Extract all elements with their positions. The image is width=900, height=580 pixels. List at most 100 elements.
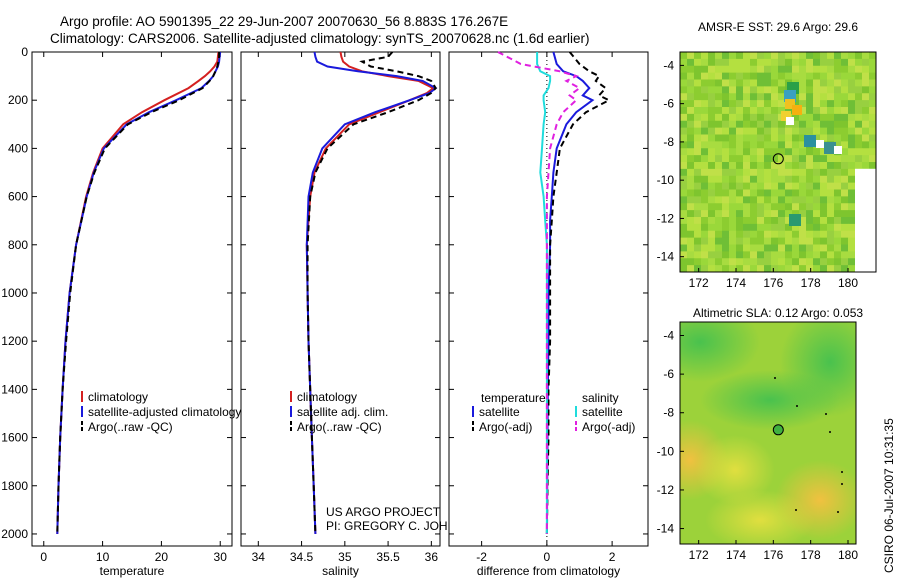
- sst-cell: [715, 93, 723, 101]
- sst-cell: [813, 230, 821, 239]
- sst-cell: [701, 175, 709, 184]
- sst-cell: [827, 65, 835, 74]
- sst-cell: [701, 182, 709, 190]
- sst-cell: [813, 65, 821, 74]
- sst-cell: [848, 127, 856, 135]
- sst-cell: [694, 182, 702, 190]
- sst-cell: [757, 107, 765, 115]
- sst-cell: [841, 251, 849, 259]
- sst-cell: [701, 93, 709, 101]
- sst-cell: [708, 113, 716, 122]
- sst-cell: [834, 265, 842, 272]
- x-tick-label: 0: [544, 550, 551, 564]
- sst-cell: [806, 168, 814, 177]
- sst-cell: [806, 79, 814, 87]
- sst-cell: [750, 182, 758, 190]
- sst-cell: [687, 127, 695, 135]
- sst-cell: [715, 223, 723, 232]
- legend-label: satellite: [582, 405, 623, 419]
- sst-cell: [799, 210, 807, 218]
- sst-cell: [736, 113, 744, 122]
- legend-label: satellite: [479, 405, 520, 419]
- sst-cell: [806, 120, 814, 129]
- sst-cell: [736, 127, 744, 135]
- sst-cell-missing: [855, 251, 876, 259]
- sst-cell: [820, 182, 828, 190]
- sst-cell: [778, 72, 786, 80]
- sst-cell: [729, 196, 737, 204]
- sst-cell-cool: [789, 214, 801, 226]
- legend-label: climatology: [297, 390, 357, 404]
- sst-cell: [841, 162, 849, 170]
- sst-cell: [694, 196, 702, 204]
- sst-cell: [764, 210, 772, 218]
- sst-cell: [750, 162, 758, 170]
- sst-cell: [792, 141, 800, 149]
- sst-cell: [750, 175, 758, 184]
- sst-cell: [785, 217, 793, 225]
- sst-cell: [771, 175, 779, 184]
- sst-cell: [764, 230, 772, 239]
- sst-cell: [778, 148, 786, 156]
- sst-cell: [708, 100, 716, 108]
- sst-cell: [813, 134, 821, 142]
- sst-cell: [680, 251, 688, 259]
- sst-cell: [827, 168, 835, 177]
- sst-cell: [764, 148, 772, 156]
- x-tick-label: 10: [96, 550, 110, 564]
- sst-cell: [820, 265, 828, 272]
- sst-cell: [764, 86, 772, 94]
- sst-cell: [855, 162, 863, 170]
- sst-cell: [736, 182, 744, 190]
- sst-cell: [834, 162, 842, 170]
- sst-cell: [708, 107, 716, 115]
- sst-cell: [743, 182, 751, 190]
- sst-cell: [792, 196, 800, 204]
- sst-cell: [694, 210, 702, 218]
- sst-cell: [743, 134, 751, 142]
- sst-cell: [813, 182, 821, 190]
- sst-cell: [708, 189, 716, 197]
- sst-cell: [687, 72, 695, 80]
- sst-cell: [813, 168, 821, 177]
- sst-cell: [792, 58, 800, 67]
- sst-cell-missing: [855, 189, 876, 197]
- sst-cell: [722, 127, 730, 135]
- sst-cell: [834, 196, 842, 204]
- sst-cell: [708, 86, 716, 94]
- sst-cell: [715, 230, 723, 239]
- sst-cell: [785, 210, 793, 218]
- sst-cell: [680, 120, 688, 129]
- sst-cell: [750, 168, 758, 177]
- csiro-timestamp-label: CSIRO 06-Jul-2007 10:31:35: [882, 418, 896, 573]
- sst-cell: [862, 86, 870, 94]
- sst-cell: [855, 148, 863, 156]
- sst-cell: [820, 168, 828, 177]
- sst-cell: [715, 196, 723, 204]
- sst-cell: [785, 265, 793, 272]
- map-y-tick-label: -8: [663, 135, 674, 149]
- sst-cell-missing: [855, 217, 876, 225]
- sst-cell: [736, 237, 744, 245]
- sst-cell: [687, 265, 695, 272]
- x-tick-label: 35: [338, 550, 352, 564]
- sst-cell-missing: [855, 237, 876, 245]
- sst-cell: [687, 237, 695, 245]
- sst-cell: [813, 175, 821, 184]
- sst-cell: [834, 258, 842, 266]
- plot-frame: [31, 51, 233, 547]
- sst-cell: [841, 155, 849, 163]
- sst-cell: [729, 203, 737, 211]
- sst-cell: [687, 258, 695, 266]
- sst-cell: [687, 58, 695, 67]
- sst-cell: [743, 258, 751, 266]
- sst-cell: [799, 86, 807, 94]
- sst-cell: [680, 189, 688, 197]
- sst-cell: [848, 52, 856, 60]
- sst-cell: [785, 258, 793, 266]
- sst-cell: [869, 58, 876, 67]
- sst-cell: [827, 182, 835, 190]
- sst-cell: [764, 168, 772, 177]
- sst-cell: [834, 52, 842, 60]
- x-axis-label: salinity: [322, 564, 359, 578]
